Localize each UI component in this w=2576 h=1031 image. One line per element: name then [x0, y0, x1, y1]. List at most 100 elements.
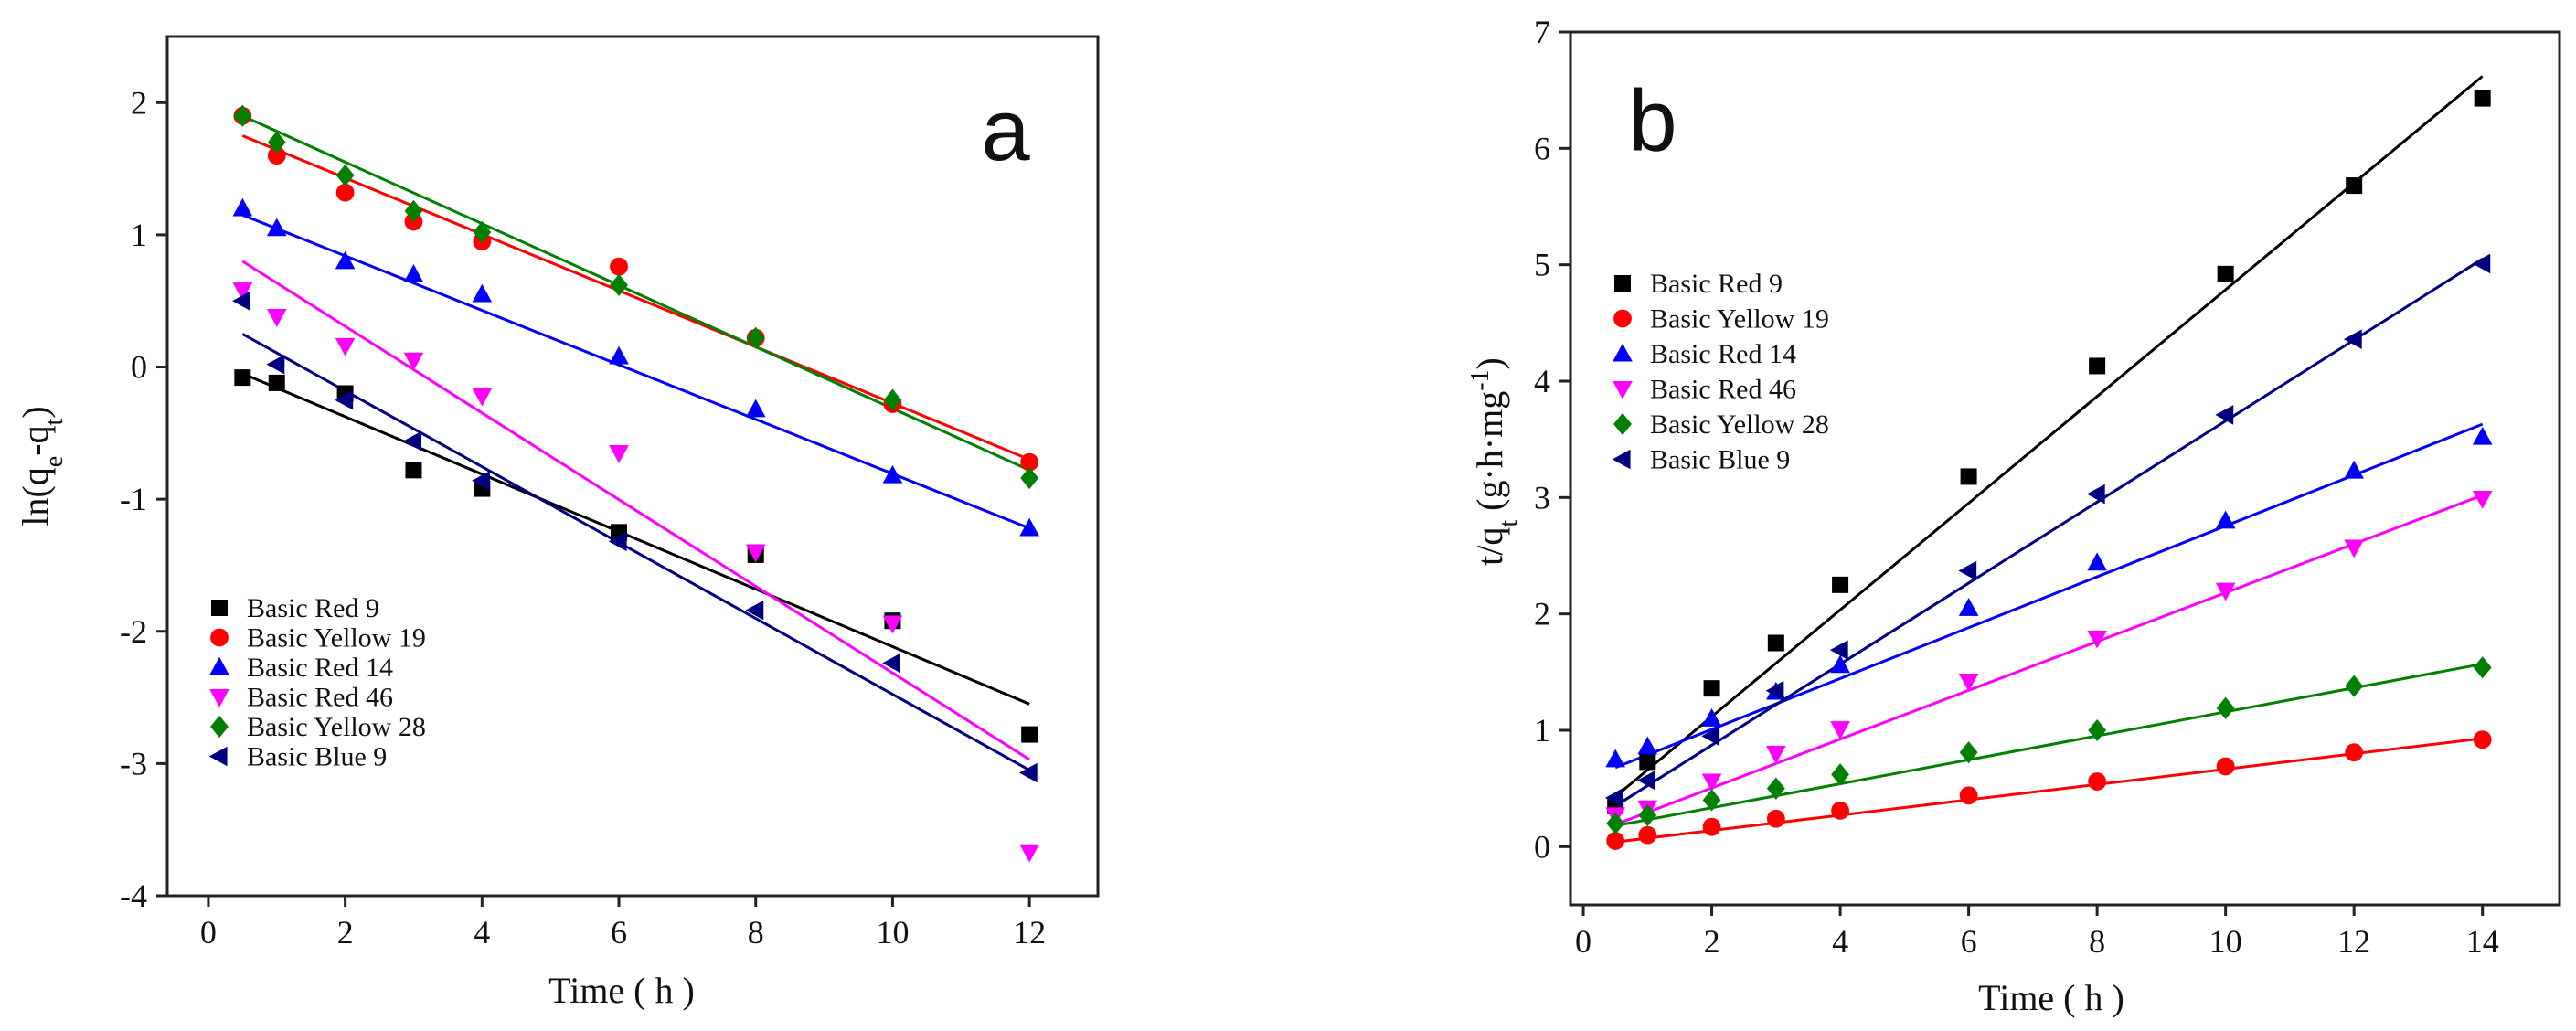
point-b-basic-yellow-28-3	[1766, 777, 1785, 800]
legend-marker-a-basic-blue-9	[208, 746, 228, 767]
fit-line-a-basic-red-46	[241, 260, 1030, 761]
y-tick-label-b-7: 7	[1534, 14, 1550, 50]
point-a-basic-yellow-19-2	[335, 183, 355, 202]
point-b-basic-red-46-8	[2344, 539, 2364, 558]
point-a-basic-yellow-28-4	[473, 220, 492, 244]
y-tick-label-a--1: -1	[120, 481, 147, 517]
point-b-basic-blue-9-6	[2086, 484, 2105, 505]
point-a-basic-red-46-4	[472, 388, 493, 407]
panel-label-b: b	[1628, 72, 1677, 170]
point-b-basic-red-14-5	[1958, 598, 1979, 616]
point-a-basic-yellow-28-7	[883, 388, 902, 411]
x-tick-label-b-6: 6	[1961, 923, 1977, 960]
x-tick-label-a-4: 4	[474, 914, 490, 951]
point-b-basic-yellow-19-6	[2088, 772, 2107, 791]
x-axis-title-b: Time ( h )	[1978, 977, 2124, 1018]
y-axis-title-a-base: ln(q	[15, 467, 56, 526]
point-a-basic-red-46-7	[882, 615, 903, 634]
y-axis-title-b-sub1: t	[1495, 520, 1523, 527]
point-b-basic-red-9-3	[1767, 634, 1784, 652]
point-a-basic-red-14-1	[266, 218, 287, 237]
fit-line-b-basic-red-14	[1614, 422, 2484, 770]
x-tick-label-a-12: 12	[1013, 914, 1046, 951]
point-b-basic-red-14-9	[2472, 426, 2493, 445]
point-b-basic-red-14-0	[1605, 749, 1625, 768]
x-tick-label-a-8: 8	[748, 914, 764, 951]
point-a-basic-red-9-3	[405, 462, 422, 479]
point-b-basic-yellow-28-5	[1959, 741, 1978, 764]
point-b-basic-yellow-19-1	[1638, 825, 1657, 845]
y-tick-label-b-4: 4	[1534, 363, 1550, 399]
legend-label-b-basic-yellow-28: Basic Yellow 28	[1650, 409, 1829, 440]
point-b-basic-yellow-19-3	[1766, 809, 1785, 828]
point-b-basic-blue-9-2	[1701, 726, 1720, 747]
point-a-basic-blue-9-6	[745, 600, 764, 621]
legend-label-b-basic-yellow-19: Basic Yellow 19	[1650, 304, 1829, 335]
x-tick-label-b-10: 10	[2209, 923, 2242, 960]
point-a-basic-red-14-4	[472, 283, 493, 303]
point-a-basic-red-46-0	[232, 282, 253, 301]
y-axis-title-b-end: )	[1469, 357, 1510, 369]
y-tick-label-a--2: -2	[120, 613, 147, 650]
y-tick-label-b-5: 5	[1534, 247, 1550, 283]
legend-marker-a-basic-red-9	[211, 600, 228, 616]
plot-frame-a	[165, 35, 1100, 898]
panel-label-a: a	[981, 81, 1030, 179]
point-a-basic-red-46-2	[335, 337, 356, 356]
point-a-basic-yellow-28-0	[233, 104, 252, 127]
point-a-basic-red-14-7	[882, 464, 903, 484]
point-a-basic-red-46-5	[609, 444, 629, 463]
y-axis-title-b-base: t/q	[1469, 527, 1510, 566]
y-tick-label-b-6: 6	[1534, 130, 1550, 166]
legend-label-a-basic-yellow-28: Basic Yellow 28	[247, 712, 426, 742]
legend-marker-b-basic-yellow-19	[1613, 309, 1632, 328]
x-axis-title-a: Time ( h )	[548, 970, 695, 1011]
point-b-basic-yellow-19-9	[2473, 730, 2492, 749]
point-a-basic-red-14-3	[403, 264, 424, 282]
point-b-basic-yellow-19-2	[1702, 817, 1721, 836]
point-a-basic-blue-9-0	[232, 291, 250, 312]
point-a-basic-yellow-28-5	[610, 273, 628, 297]
point-b-basic-yellow-28-7	[2216, 696, 2235, 719]
point-a-basic-red-9-1	[268, 374, 285, 391]
y-tick-label-a-0: 0	[131, 349, 147, 386]
point-a-basic-yellow-19-5	[610, 257, 628, 276]
point-a-basic-blue-9-4	[472, 471, 490, 491]
fit-line-a-basic-red-14	[241, 213, 1030, 530]
legend-label-b-basic-red-9: Basic Red 9	[1650, 269, 1783, 299]
point-a-basic-yellow-19-1	[267, 146, 286, 165]
point-a-basic-red-14-8	[1019, 517, 1039, 537]
point-b-basic-yellow-28-1	[1638, 803, 1657, 827]
legend-label-a-basic-red-9: Basic Red 9	[247, 593, 379, 623]
y-axis-title-b-sup: -1	[1466, 369, 1495, 390]
point-a-basic-blue-9-7	[882, 653, 900, 674]
x-tick-label-b-0: 0	[1575, 923, 1591, 960]
point-b-basic-yellow-28-6	[2088, 718, 2107, 742]
legend-label-b-basic-red-14: Basic Red 14	[1650, 339, 1796, 369]
point-b-basic-red-9-9	[2474, 90, 2491, 107]
y-tick-label-b-3: 3	[1534, 479, 1550, 516]
point-a-basic-red-14-0	[232, 197, 253, 217]
point-a-basic-red-14-2	[335, 250, 356, 270]
point-a-basic-red-46-6	[745, 544, 766, 563]
fit-line-a-basic-yellow-28	[241, 114, 1030, 472]
point-b-basic-red-9-8	[2346, 177, 2363, 195]
point-b-basic-blue-9-8	[2343, 329, 2362, 349]
y-axis-title-b: t/qt (g·h·mg-1)	[1466, 357, 1523, 566]
point-a-basic-blue-9-1	[266, 354, 285, 375]
point-a-basic-blue-9-5	[608, 531, 627, 552]
point-b-basic-red-46-2	[1701, 773, 1722, 792]
point-b-basic-red-14-8	[2344, 460, 2364, 479]
legend-marker-a-basic-yellow-19	[210, 628, 229, 647]
point-b-basic-red-9-1	[1639, 753, 1656, 771]
point-b-basic-yellow-28-4	[1831, 763, 1849, 786]
point-b-basic-red-9-6	[2089, 357, 2106, 375]
point-b-basic-red-9-4	[1832, 576, 1849, 593]
point-a-basic-yellow-28-2	[335, 164, 355, 186]
point-a-basic-yellow-19-8	[1020, 452, 1039, 472]
fit-line-b-basic-red-46	[1614, 494, 2484, 826]
point-b-basic-yellow-28-8	[2345, 675, 2364, 697]
fit-line-b-basic-blue-9	[1614, 258, 2484, 808]
y-tick-label-b-0: 0	[1534, 828, 1550, 865]
